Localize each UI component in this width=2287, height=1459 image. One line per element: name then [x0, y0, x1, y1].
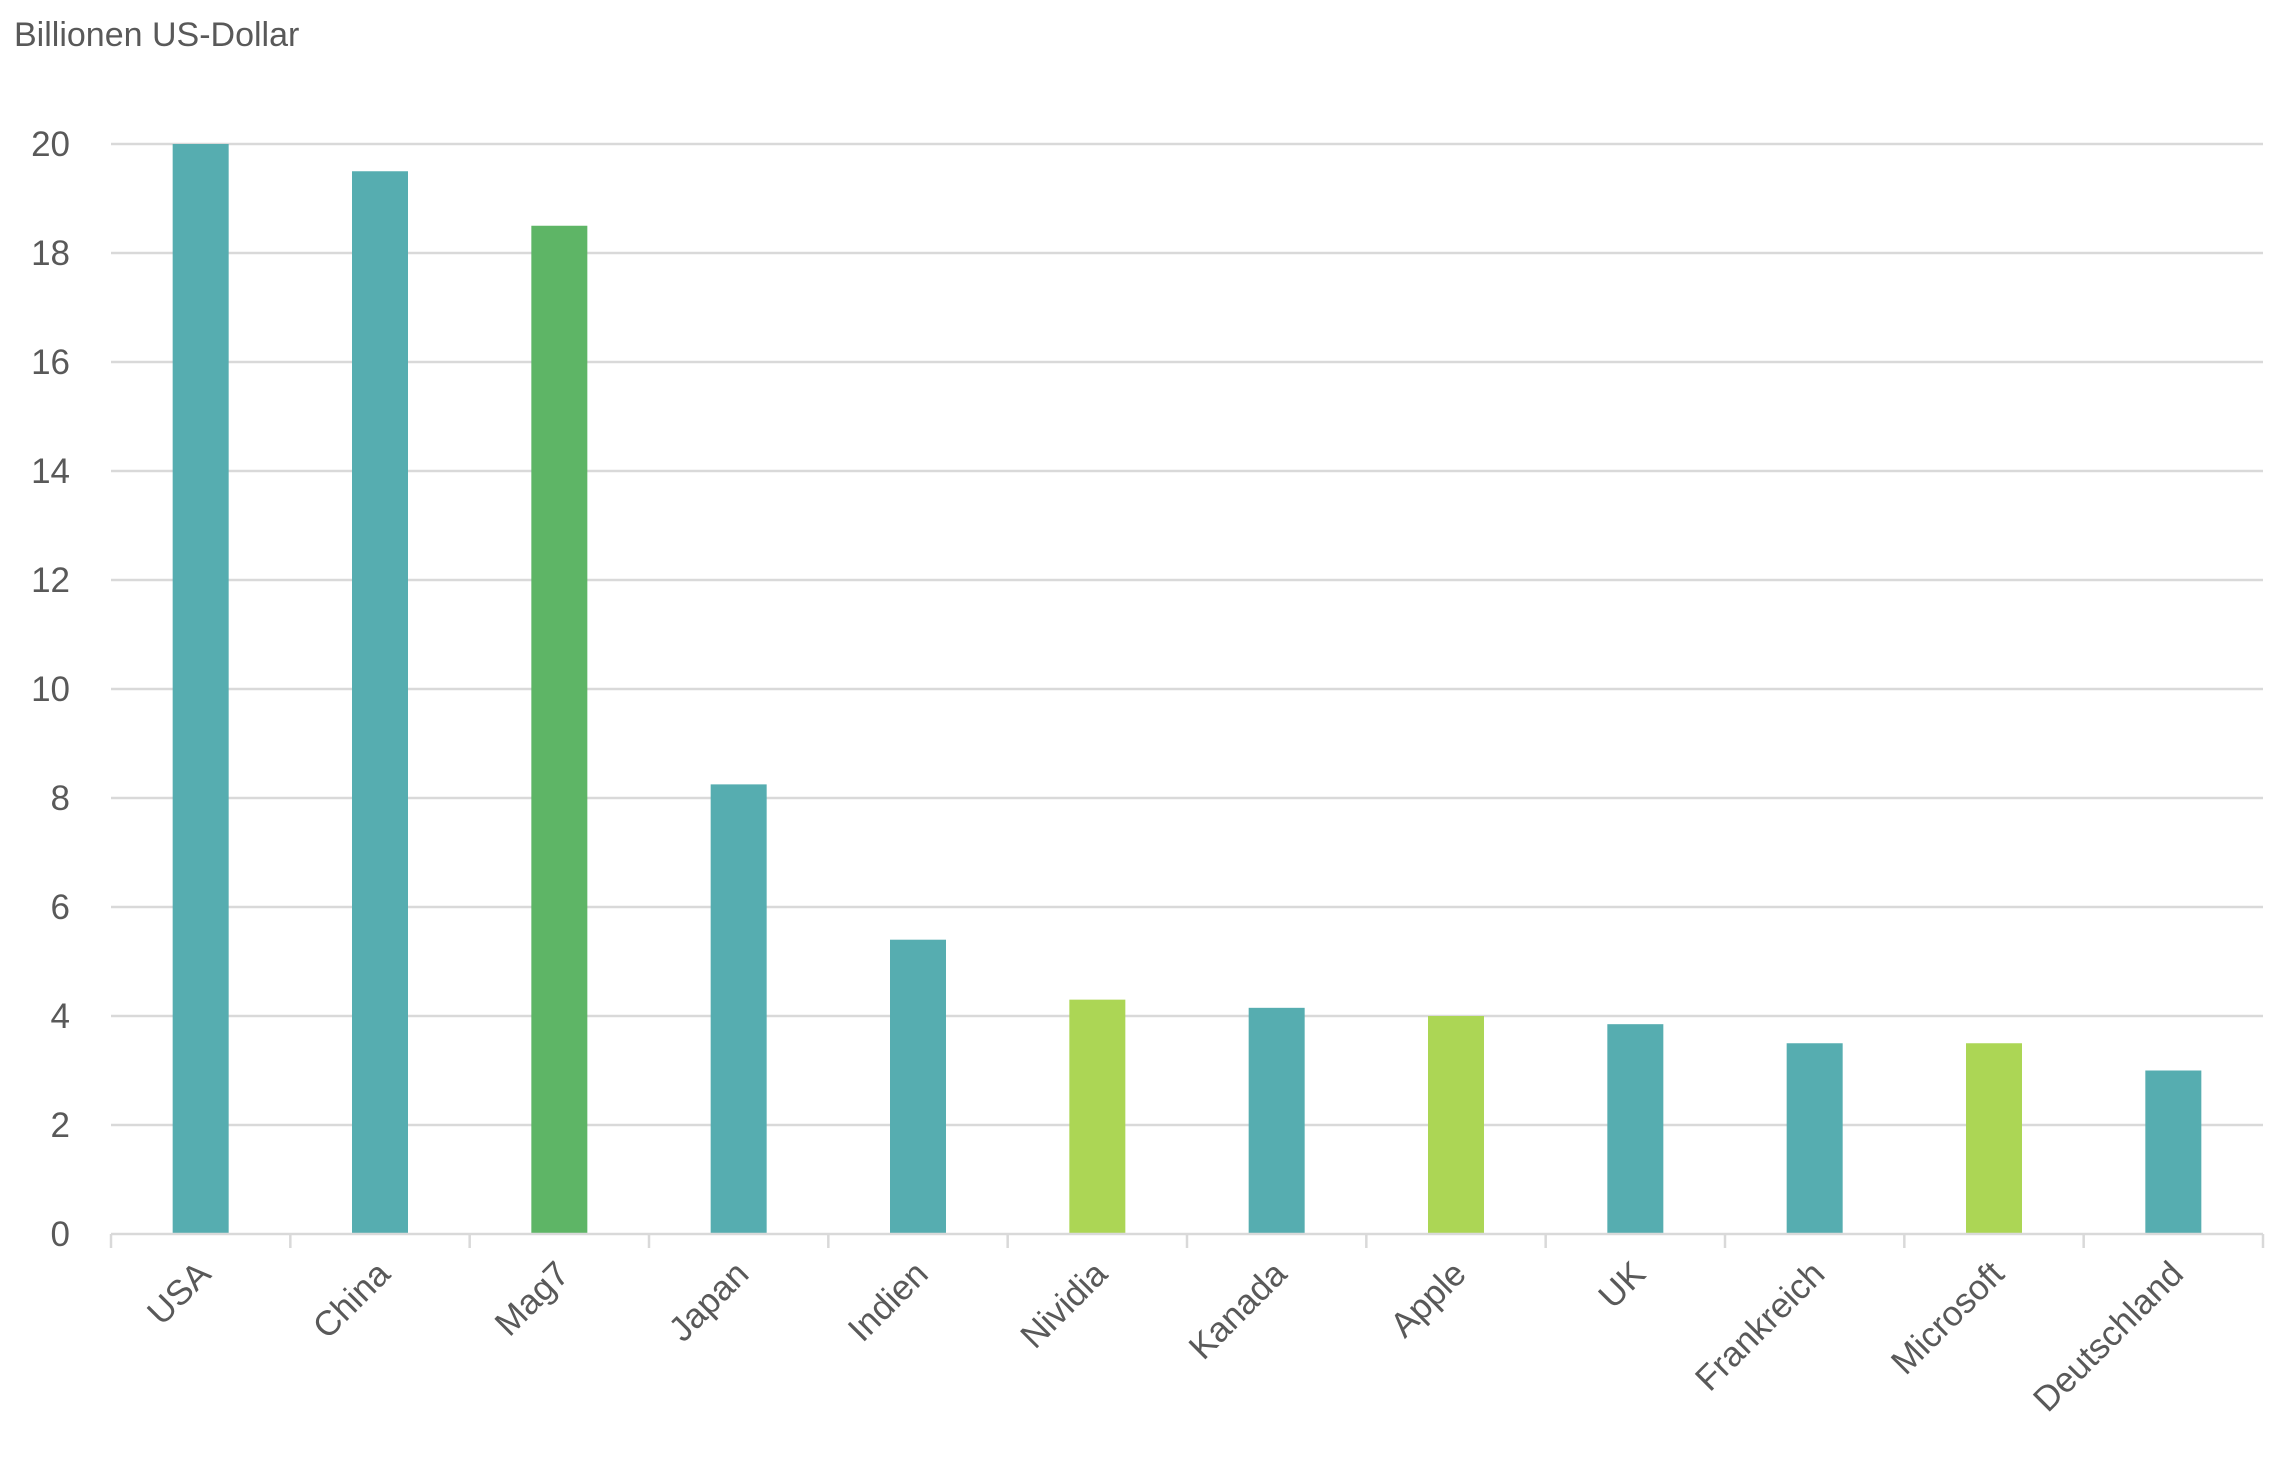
y-tick-label: 14 — [31, 452, 70, 491]
y-axis-unit-label: Billionen US-Dollar — [14, 16, 299, 54]
y-tick-label: 10 — [31, 670, 70, 709]
y-axis-ticks: 0 2 4 6 8 10 12 14 16 18 20 — [31, 125, 70, 1254]
y-tick-label: 0 — [51, 1215, 70, 1254]
bar-apple — [1428, 1016, 1484, 1234]
bar-mag7 — [531, 225, 588, 1234]
bar-uk — [1607, 1024, 1664, 1234]
x-category-label: Frankreich — [1688, 1254, 1832, 1398]
gridlines — [111, 142, 2263, 1127]
x-category-label: Japan — [661, 1254, 756, 1349]
bar-china — [352, 171, 408, 1234]
y-tick-label: 6 — [51, 888, 70, 927]
bar-microsoft — [1966, 1043, 2022, 1234]
x-axis — [109, 1232, 2265, 1248]
bar-kanada — [1248, 1007, 1305, 1234]
y-tick-label: 18 — [31, 234, 70, 273]
bar-indien — [890, 939, 946, 1234]
x-axis-category-labels: USA China Mag7 Japan Indien Nividia Kanada Appl… — [140, 1254, 2191, 1420]
bar-nividia — [1069, 999, 1126, 1234]
y-tick-label: 8 — [51, 779, 70, 818]
bars — [172, 144, 2202, 1234]
x-category-label: Deutschland — [2026, 1254, 2191, 1419]
x-category-label: Indien — [841, 1254, 936, 1349]
y-tick-label: 4 — [51, 997, 70, 1036]
bar-frankreich — [1786, 1043, 1843, 1234]
x-category-label: USA — [140, 1254, 219, 1333]
bar-japan — [710, 784, 767, 1234]
x-category-label: Nividia — [1013, 1254, 1115, 1356]
bar-deutschland — [2145, 1070, 2202, 1234]
y-tick-label: 20 — [31, 125, 70, 164]
x-category-label: Mag7 — [487, 1254, 576, 1343]
bar-usa — [172, 144, 229, 1234]
x-category-label: Apple — [1383, 1254, 1474, 1345]
x-category-label: Kanada — [1181, 1254, 1294, 1367]
y-tick-label: 16 — [31, 343, 70, 382]
x-category-label: UK — [1591, 1254, 1653, 1316]
y-tick-label: 2 — [51, 1106, 70, 1145]
x-category-label: Microsoft — [1884, 1254, 2012, 1382]
x-category-label: China — [305, 1254, 398, 1347]
y-tick-label: 12 — [31, 561, 70, 600]
